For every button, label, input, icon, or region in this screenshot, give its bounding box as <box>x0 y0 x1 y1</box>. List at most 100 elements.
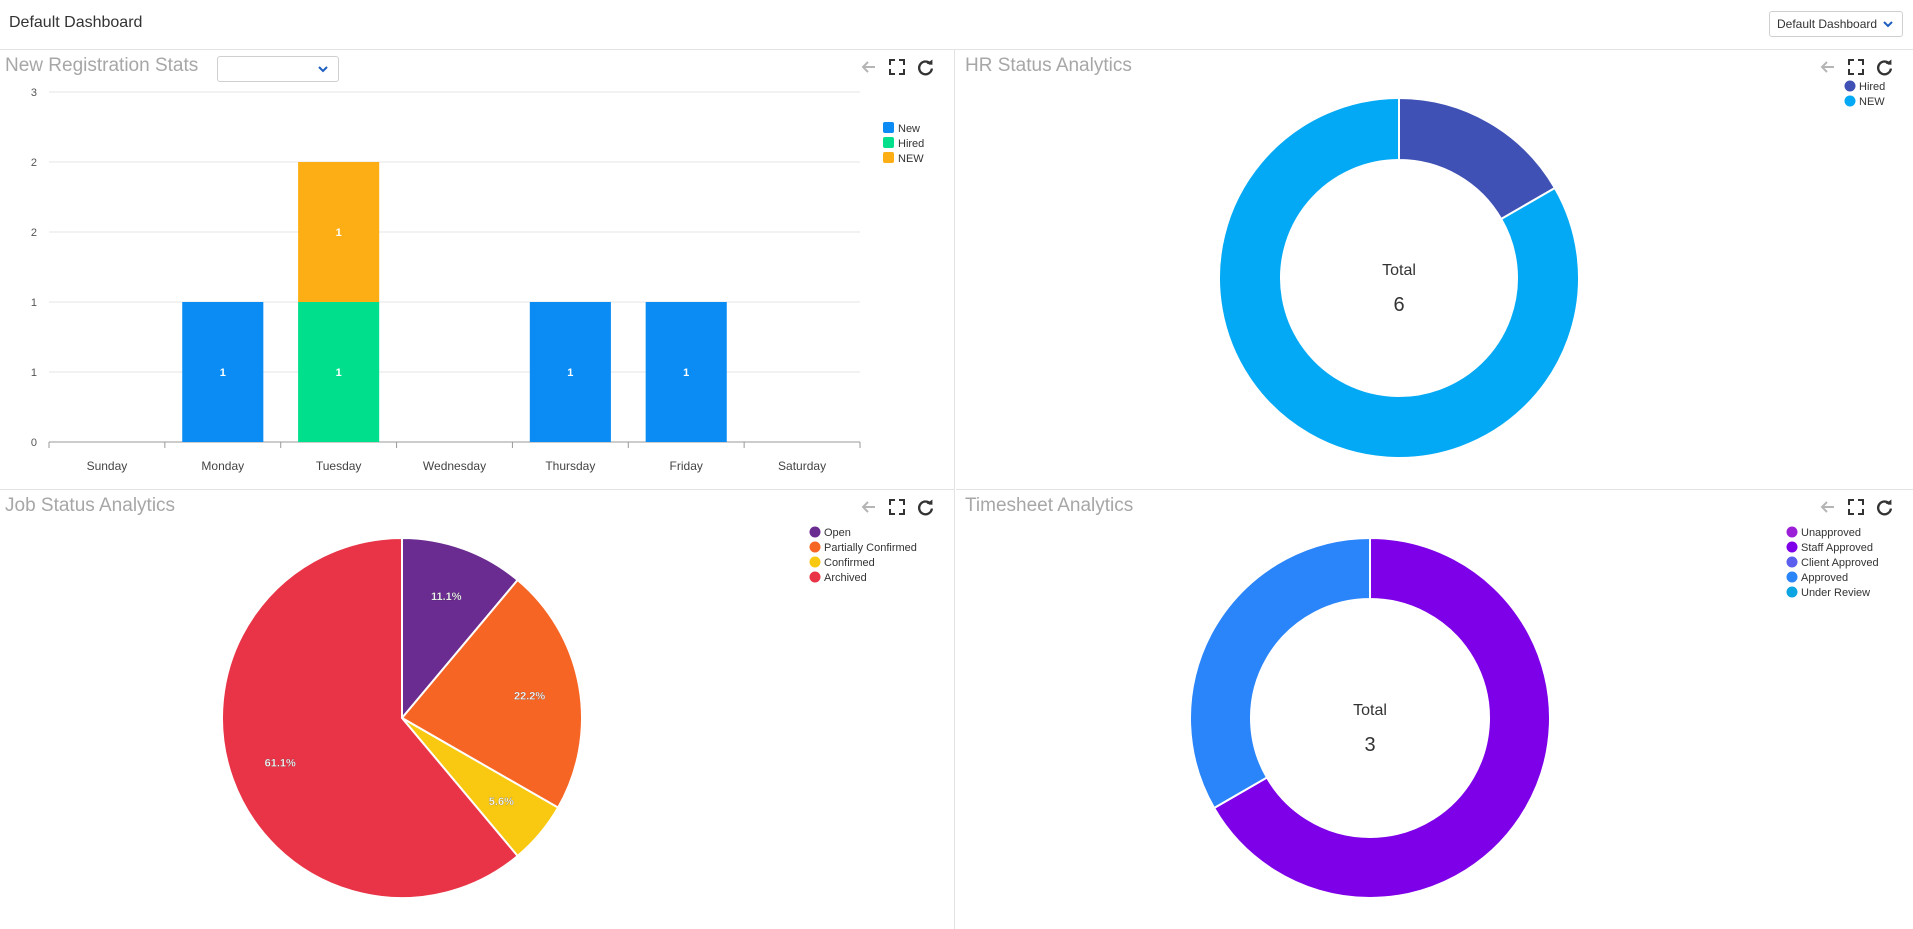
fullscreen-button[interactable] <box>1847 58 1865 76</box>
legend-label: Hired <box>1859 81 1885 93</box>
bar <box>182 302 264 442</box>
legend-marker <box>809 541 821 553</box>
legend-marker <box>1786 571 1798 583</box>
timesheet-donut-chart: Total 3 Unapproved Staff Approved Client App… <box>1189 526 1879 899</box>
chevron-down-icon <box>1883 21 1893 28</box>
donut-center-value: 6 <box>1393 294 1404 316</box>
fullscreen-button[interactable] <box>1847 498 1865 516</box>
timesheet-panel: Total 3 Unapproved Staff Approved Client App… <box>956 490 1913 929</box>
registration-panel: 0 1 1 2 2 3 Sunday Monday 1 Tuesday 1 1 Wednesday Thu… <box>0 50 955 490</box>
bar-data-label: 1 <box>220 367 226 379</box>
legend-label: Staff Approved <box>1801 542 1873 554</box>
fullscreen-button[interactable] <box>888 498 906 516</box>
legend-label: Confirmed <box>824 557 875 569</box>
expand-icon <box>889 59 905 75</box>
slice-data-label: 5.6% <box>489 796 514 808</box>
x-tick-label: Wednesday <box>423 459 486 473</box>
legend-label: Under Review <box>1801 587 1870 599</box>
bar-data-label: 1 <box>336 367 342 379</box>
y-tick-label: 0 <box>31 437 37 449</box>
bar <box>298 162 380 302</box>
pie-slice <box>401 536 520 721</box>
pie-slice <box>1212 536 1551 899</box>
arrow-left-icon <box>1820 501 1834 513</box>
panel-title-timesheet: Timesheet Analytics <box>965 495 1134 516</box>
legend-label: Unapproved <box>1801 527 1861 539</box>
refresh-button[interactable] <box>916 58 934 76</box>
slice-data-label: 11.1% <box>431 591 462 603</box>
arrow-left-icon <box>1820 61 1834 73</box>
bar <box>298 302 380 442</box>
hr-panel: Total 6 Hired NEW HR Status Analytics <box>956 50 1913 490</box>
pie-slice <box>400 578 583 810</box>
refresh-icon <box>917 499 933 515</box>
back-button[interactable] <box>860 498 878 516</box>
arrow-left-icon <box>861 61 875 73</box>
legend-label: New <box>898 123 920 135</box>
hr-donut-chart: Total 6 Hired NEW <box>1218 80 1885 459</box>
slice-data-label: 22.2% <box>514 690 545 702</box>
panel-title-hr: HR Status Analytics <box>965 55 1132 76</box>
refresh-icon <box>1876 499 1892 515</box>
legend-swatch <box>883 137 894 148</box>
x-tick-label: Sunday <box>87 459 128 473</box>
y-tick-label: 1 <box>31 297 37 309</box>
legend-label: Client Approved <box>1801 557 1879 569</box>
bar-data-label: 1 <box>567 367 573 379</box>
donut-center-value: 3 <box>1364 734 1375 756</box>
x-tick-label: Saturday <box>778 459 826 473</box>
legend-label: Archived <box>824 572 867 584</box>
expand-icon <box>889 499 905 515</box>
legend-label: Open <box>824 527 851 539</box>
pie-slice <box>1218 96 1580 459</box>
legend-marker <box>1844 80 1856 92</box>
panel-tools <box>860 58 934 76</box>
bar-data-label: 1 <box>683 367 689 379</box>
panel-tools <box>1819 58 1893 76</box>
x-tick-label: Tuesday <box>316 459 362 473</box>
legend-label: Approved <box>1801 572 1848 584</box>
refresh-icon <box>1876 59 1892 75</box>
refresh-button[interactable] <box>1875 498 1893 516</box>
fullscreen-button[interactable] <box>888 58 906 76</box>
legend-marker <box>809 526 821 538</box>
legend-label: NEW <box>1859 96 1885 108</box>
panel-tools <box>1819 498 1893 516</box>
legend-marker <box>1844 95 1856 107</box>
back-button[interactable] <box>1819 498 1837 516</box>
legend-swatch <box>883 122 894 133</box>
legend-marker <box>1786 526 1798 538</box>
y-tick-label: 3 <box>31 87 37 99</box>
y-tick-label: 2 <box>31 227 37 239</box>
x-tick-label: Thursday <box>545 459 595 473</box>
chevron-down-icon <box>318 66 328 73</box>
legend-marker <box>1786 541 1798 553</box>
top-bar: Default Dashboard Default Dashboard <box>0 0 1913 50</box>
bar-data-label: 1 <box>336 227 342 239</box>
panel-title-job: Job Status Analytics <box>5 495 176 516</box>
panel-tools <box>860 498 934 516</box>
pie-slice <box>221 536 520 899</box>
refresh-button[interactable] <box>1875 58 1893 76</box>
registration-filter-select[interactable] <box>217 56 339 82</box>
dashboard-select[interactable]: Default Dashboard <box>1769 11 1903 37</box>
legend-marker <box>809 571 821 583</box>
legend-marker <box>809 556 821 568</box>
back-button[interactable] <box>1819 58 1837 76</box>
registration-bar-chart: 0 1 1 2 2 3 Sunday Monday 1 Tuesday 1 1 Wednesday Thu… <box>31 87 924 473</box>
expand-icon <box>1848 59 1864 75</box>
donut-center-label: Total <box>1382 262 1416 279</box>
back-button[interactable] <box>860 58 878 76</box>
donut-center-label: Total <box>1353 702 1387 719</box>
legend-label: Hired <box>898 138 924 150</box>
arrow-left-icon <box>861 501 875 513</box>
refresh-button[interactable] <box>916 498 934 516</box>
bar <box>645 302 727 442</box>
slice-data-label: 61.1% <box>265 757 296 769</box>
page-title: Default Dashboard <box>9 14 143 31</box>
legend-marker <box>1786 556 1798 568</box>
x-tick-label: Friday <box>670 459 703 473</box>
panel-title-registration: New Registration Stats <box>5 55 199 76</box>
y-tick-label: 1 <box>31 367 37 379</box>
refresh-icon <box>917 59 933 75</box>
